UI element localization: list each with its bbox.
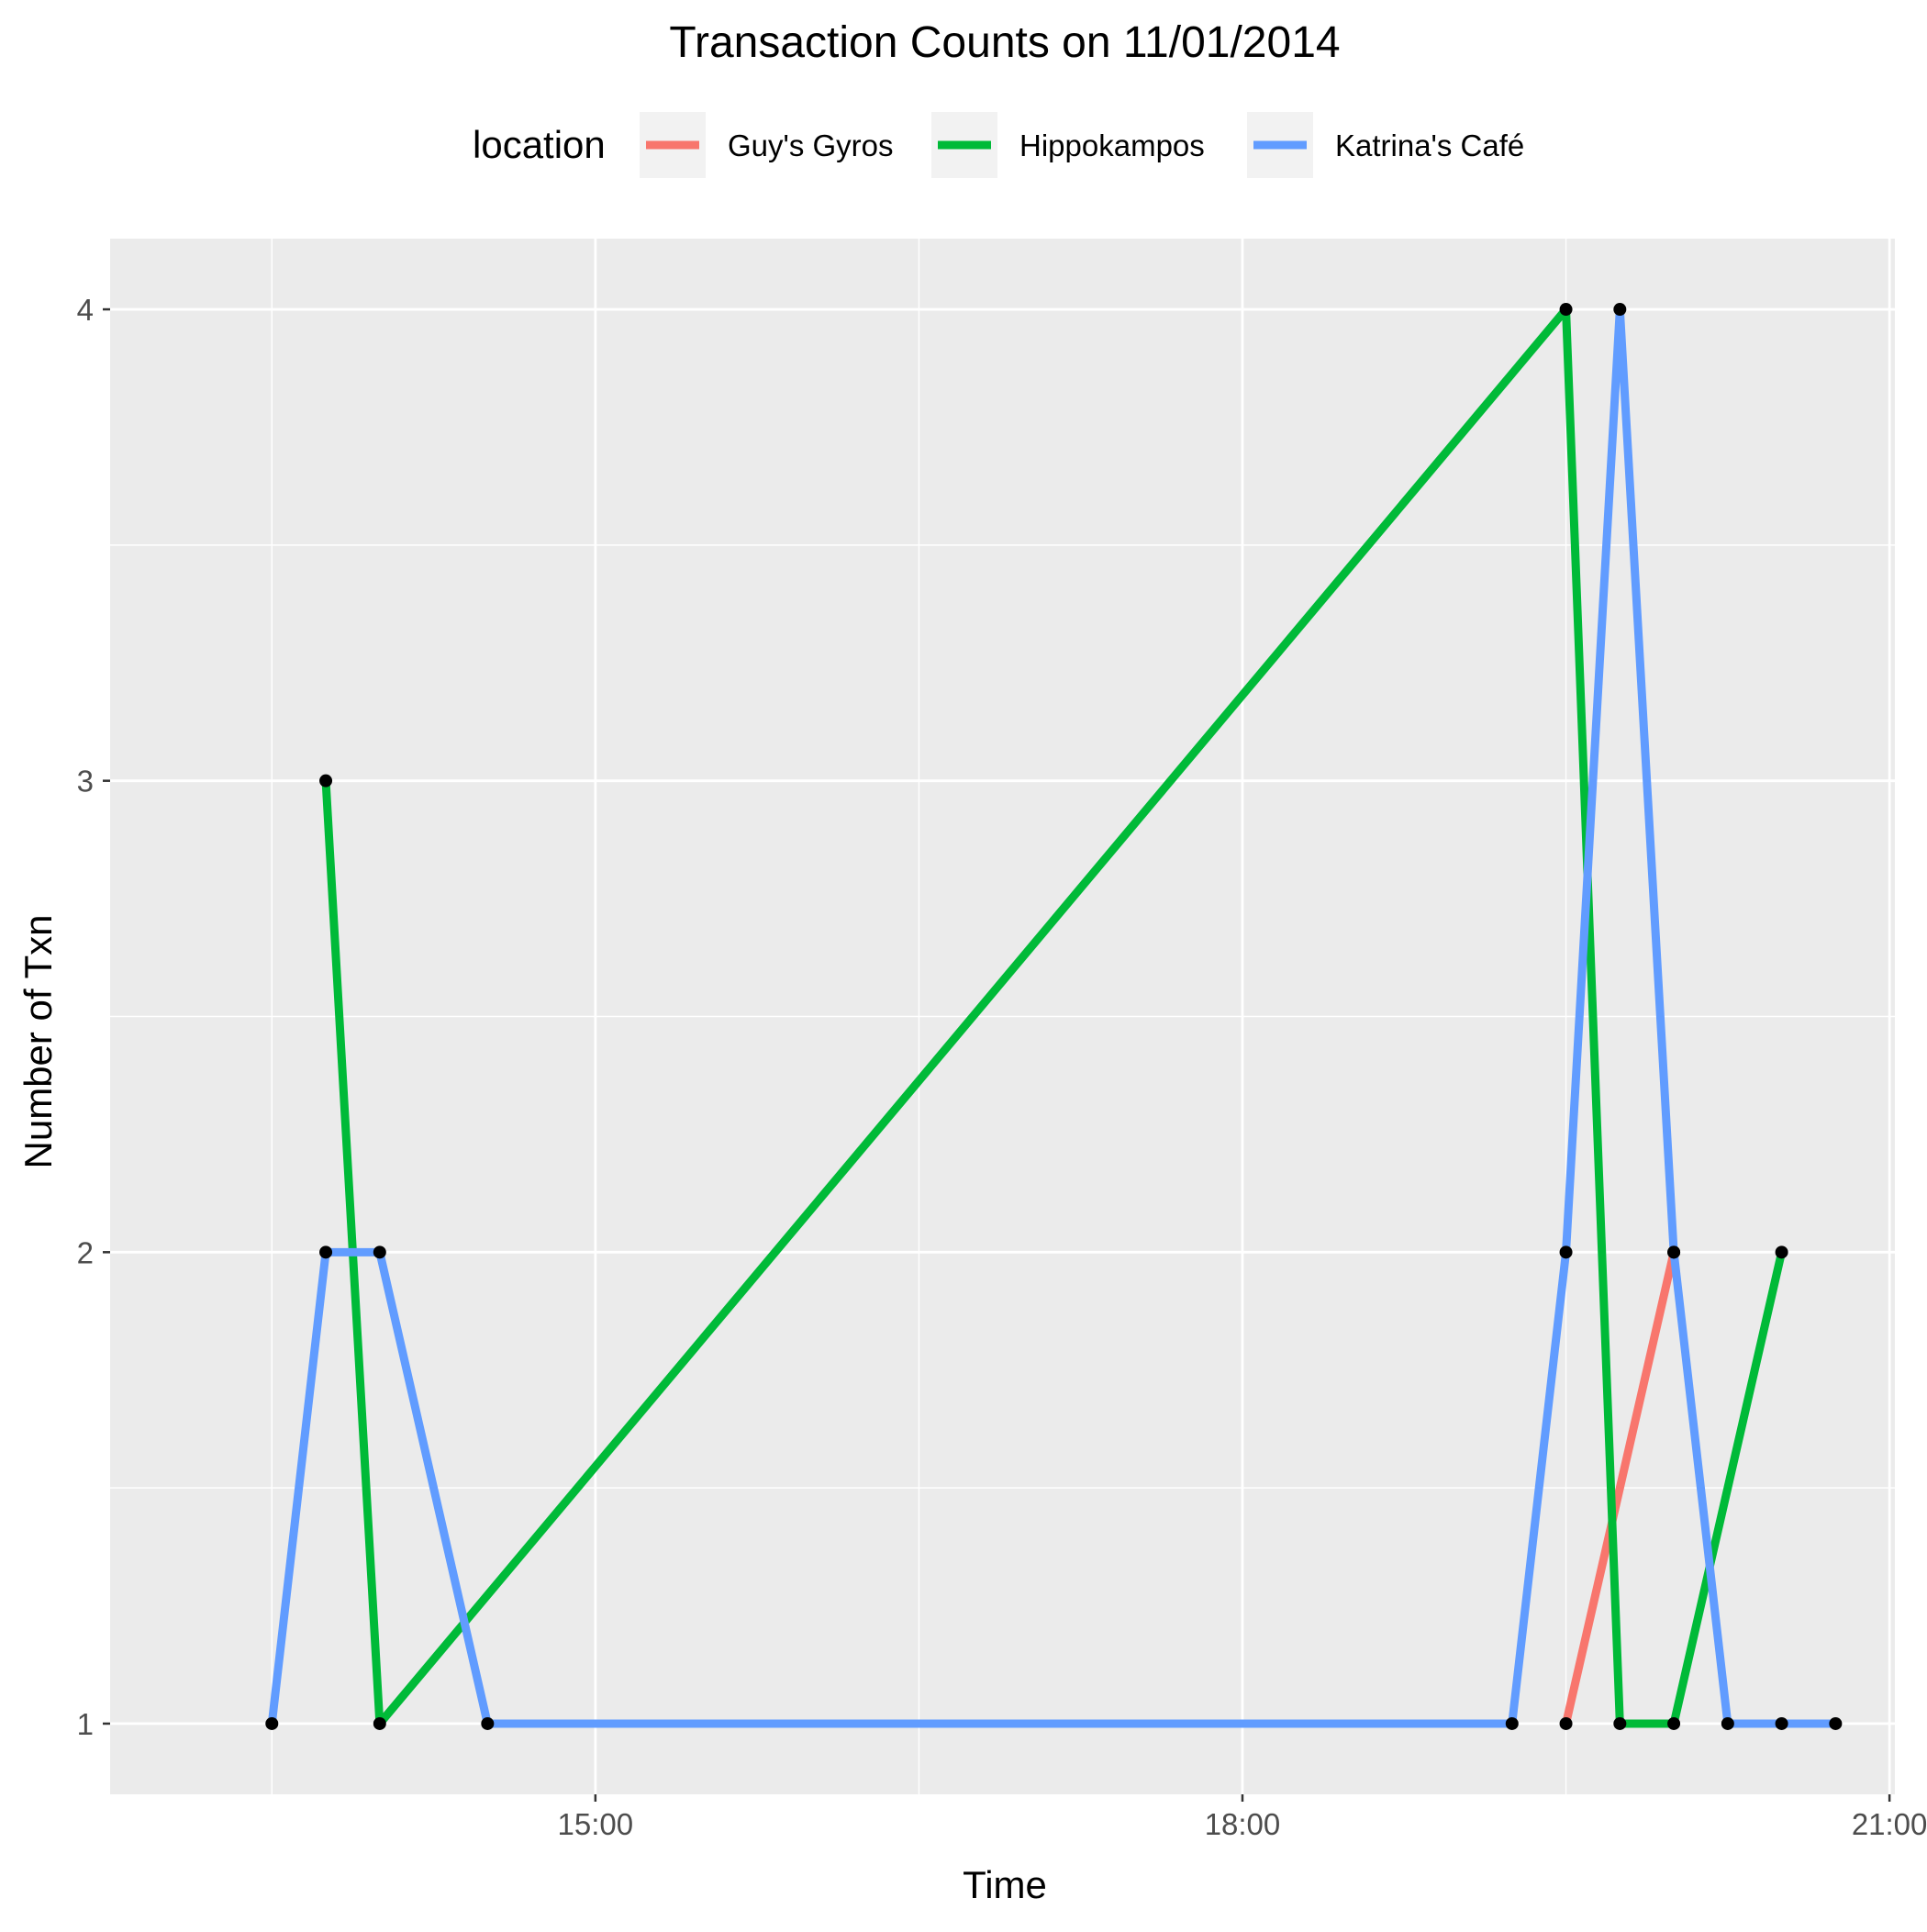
grid-lines	[110, 239, 1895, 1794]
data-point	[1829, 1716, 1843, 1730]
x-tick-label: 21:00	[1852, 1807, 1927, 1841]
data-point	[1775, 1245, 1788, 1259]
data-point	[319, 1245, 333, 1259]
legend-title: location	[473, 123, 606, 166]
x-tick-label: 15:00	[558, 1807, 634, 1841]
legend-label: Hippokampos	[1019, 128, 1205, 162]
data-point	[1721, 1716, 1734, 1730]
data-point	[1775, 1716, 1788, 1730]
data-point	[373, 1716, 386, 1730]
data-point	[265, 1716, 279, 1730]
legend-label: Guy's Gyros	[728, 128, 894, 162]
data-point	[1559, 1716, 1573, 1730]
data-point	[1559, 1245, 1573, 1259]
y-tick-label: 2	[77, 1235, 94, 1269]
x-tick-label: 18:00	[1205, 1807, 1281, 1841]
legend: Guy's Gyros Hippokampos Katrina's Café	[640, 112, 1524, 178]
data-point	[1613, 1716, 1627, 1730]
data-point	[1613, 303, 1627, 317]
chart-title: Transaction Counts on 11/01/2014	[669, 18, 1340, 67]
data-point	[373, 1245, 386, 1259]
x-axis-ticks: 15:00 18:00 21:00	[558, 1794, 1927, 1841]
series-line	[1562, 1251, 1678, 1725]
data-point	[1667, 1245, 1681, 1259]
y-tick-label: 1	[77, 1707, 94, 1741]
y-tick-label: 3	[77, 765, 94, 798]
data-point	[1667, 1716, 1681, 1730]
data-points	[265, 303, 1843, 1730]
data-point	[481, 1716, 495, 1730]
y-tick-label: 4	[77, 293, 94, 327]
legend-label: Katrina's Café	[1335, 128, 1524, 162]
data-point	[319, 774, 333, 787]
y-axis-ticks: 1 2 3 4	[77, 293, 110, 1741]
data-point	[1505, 1716, 1519, 1730]
x-axis-label: Time	[963, 1863, 1047, 1906]
series-line	[321, 305, 1786, 1728]
y-axis-label: Number of Txn	[17, 915, 60, 1169]
data-point	[1559, 303, 1573, 317]
